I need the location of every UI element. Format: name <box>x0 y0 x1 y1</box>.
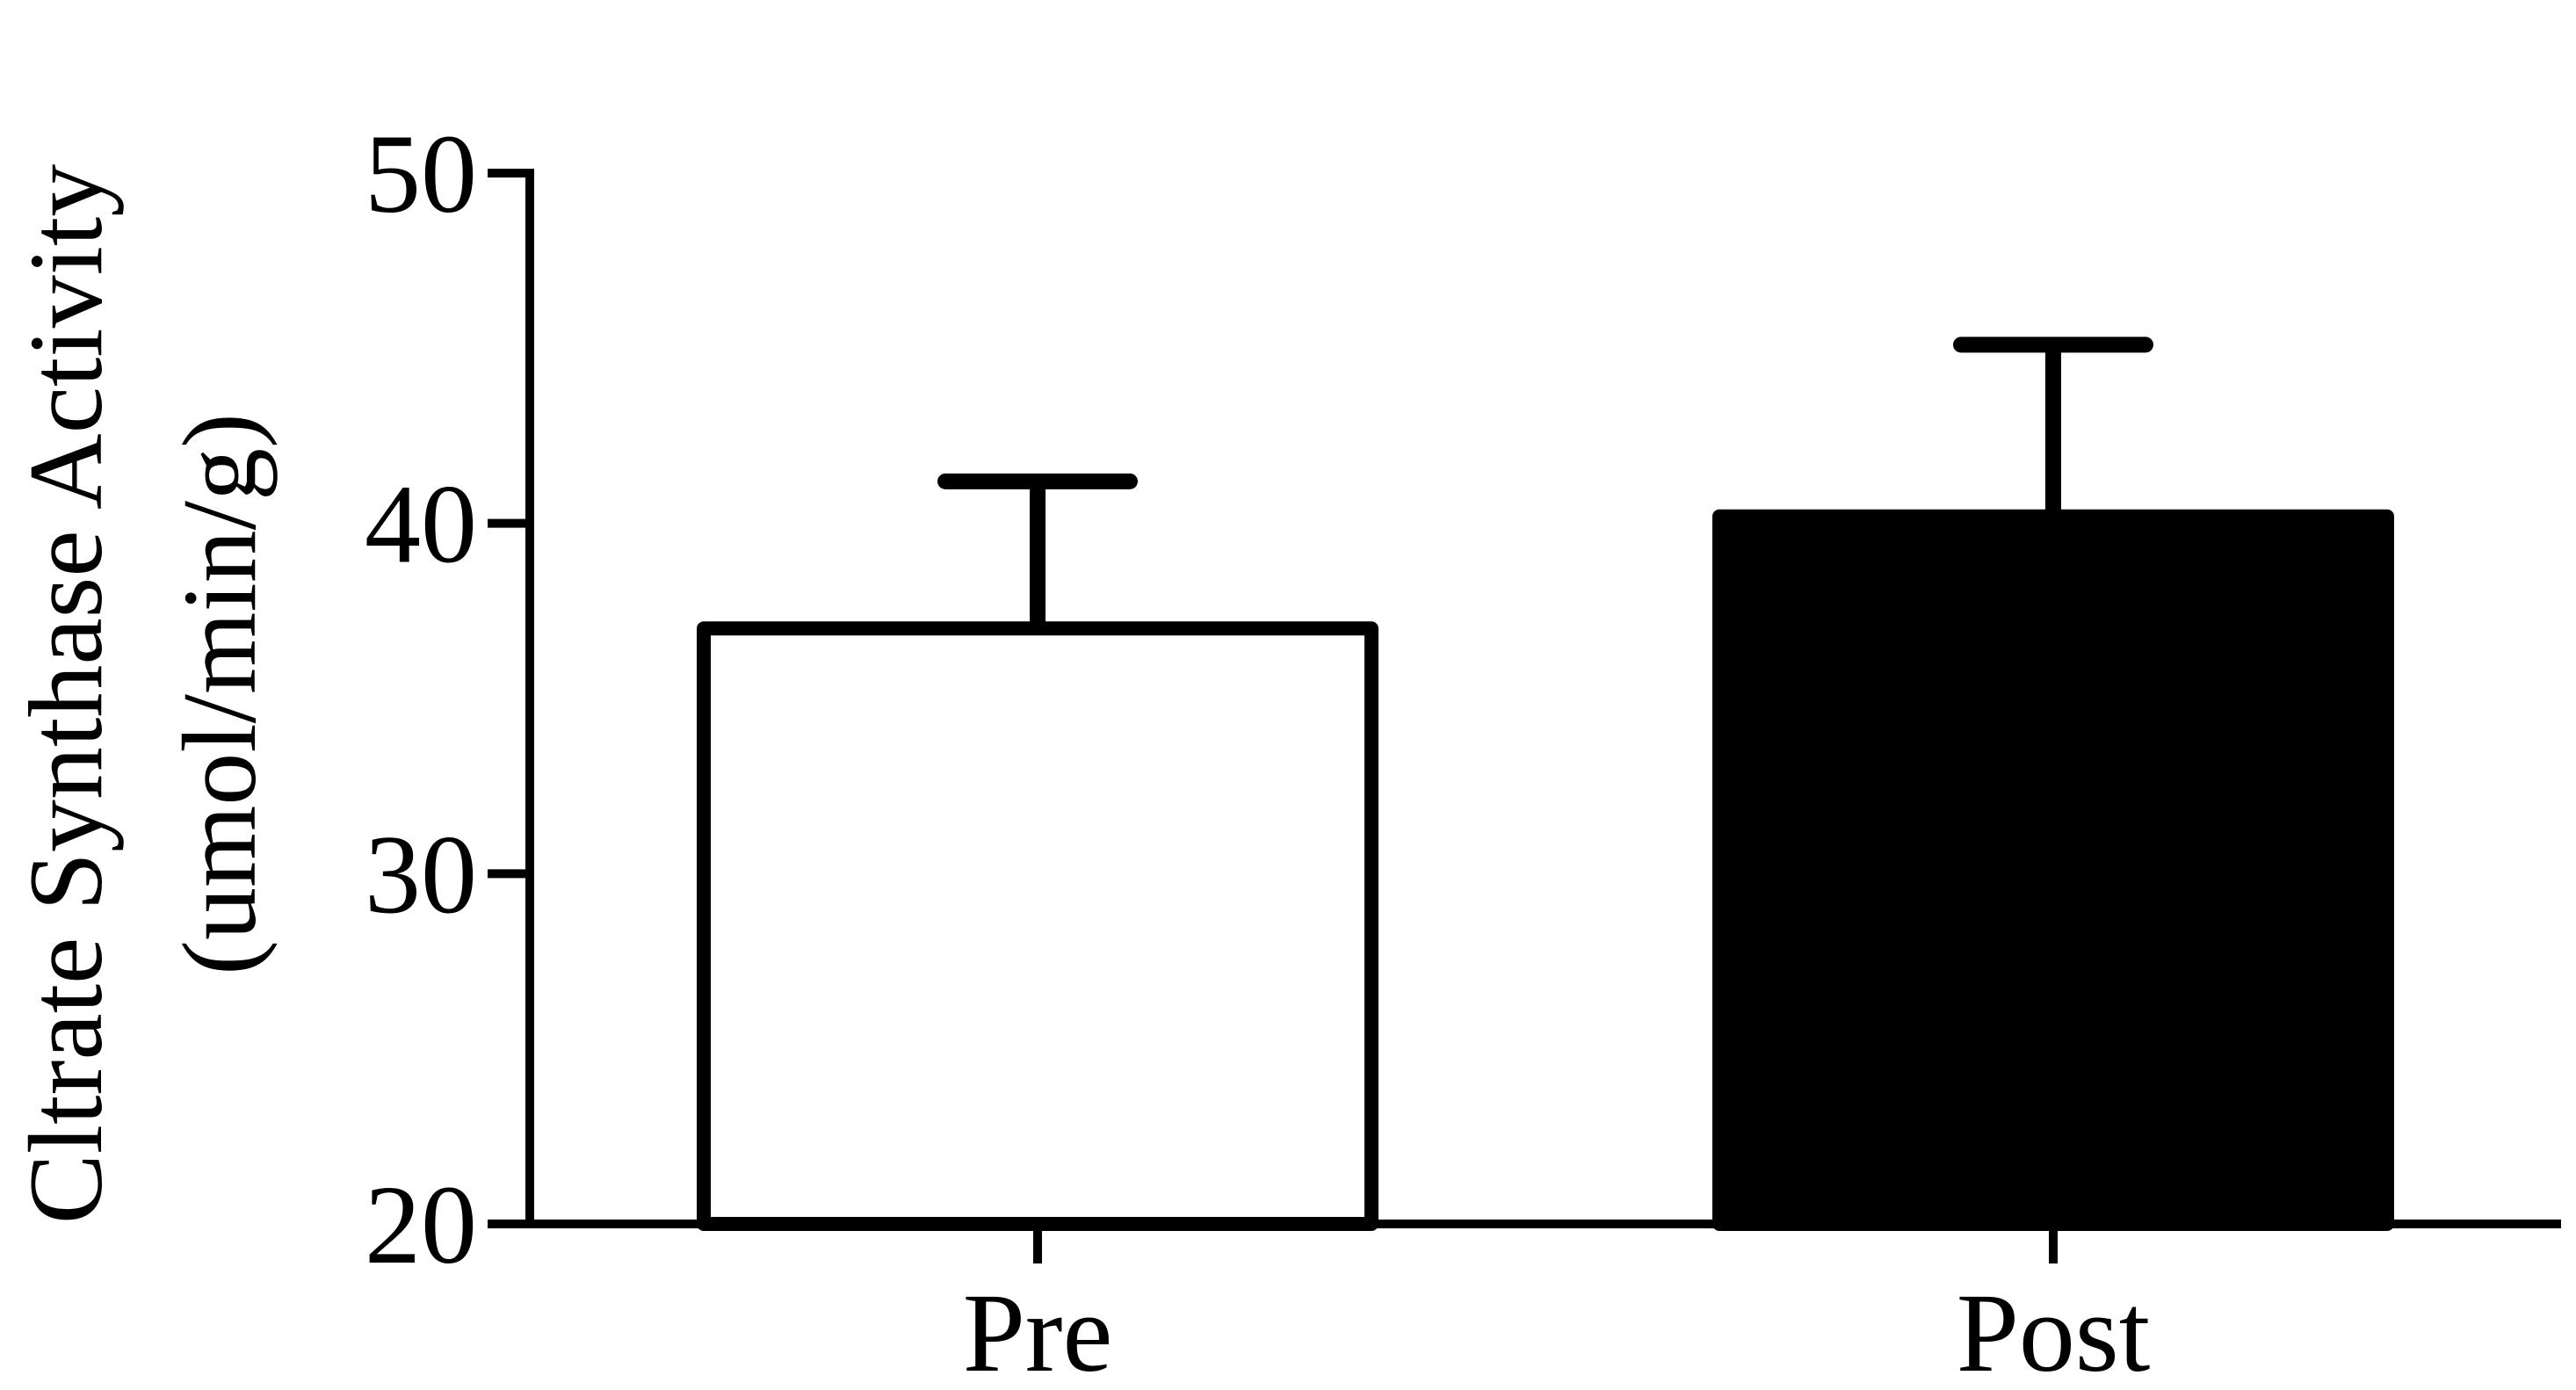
x-tick-label-post: Post <box>1957 1271 2151 1390</box>
y-tick-label-30: 30 <box>365 812 477 937</box>
y-axis: 20 30 40 50 <box>365 112 534 1287</box>
y-axis-title: Cltrate Synthase Activity (umol/min/g) <box>7 164 278 1225</box>
bar-post <box>1712 509 2394 1231</box>
error-bars <box>937 337 2153 629</box>
bars <box>697 509 2394 1231</box>
y-axis-title-line2: (umol/min/g) <box>161 413 278 975</box>
bar-pre <box>697 621 1378 1231</box>
y-tick-label-20: 20 <box>365 1162 477 1287</box>
y-tick-label-50: 50 <box>365 112 477 236</box>
y-axis-title-line1: Cltrate Synthase Activity <box>7 164 124 1225</box>
category-labels: Pre Post <box>963 1271 2151 1390</box>
y-tick-label-40: 40 <box>365 462 477 587</box>
x-tick-label-pre: Pre <box>963 1271 1113 1390</box>
